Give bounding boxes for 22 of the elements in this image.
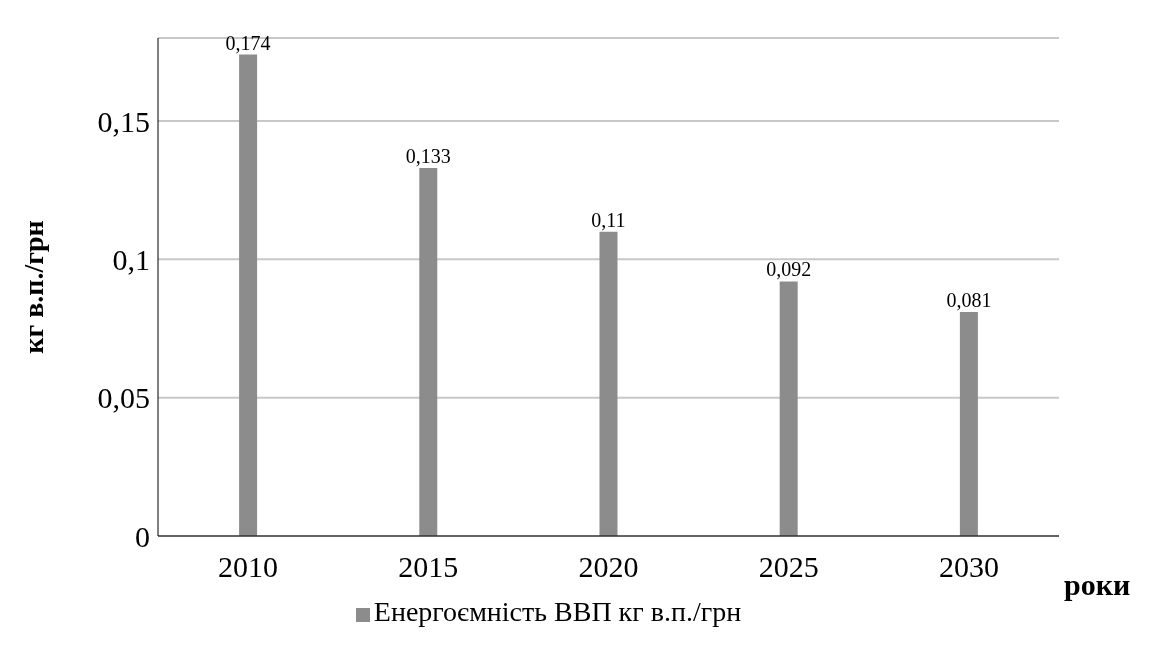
bar bbox=[959, 311, 978, 536]
bar bbox=[779, 281, 798, 536]
x-tick-label: 2010 bbox=[218, 550, 279, 584]
y-tick-label: 0,15 bbox=[97, 104, 150, 138]
data-label: 0,11 bbox=[591, 208, 626, 231]
y-axis-title: кг в.п./грн bbox=[17, 220, 49, 354]
y-tick-label: 0,1 bbox=[112, 242, 150, 276]
data-label: 0,133 bbox=[405, 145, 451, 168]
bar bbox=[599, 231, 618, 536]
x-tick-label: 2015 bbox=[398, 550, 459, 584]
y-tick-label: 0 bbox=[135, 519, 150, 553]
data-label: 0,081 bbox=[946, 288, 992, 311]
y-tick-label: 0,05 bbox=[97, 381, 150, 415]
x-tick-label: 2025 bbox=[758, 550, 819, 584]
legend-label: Енергоємність ВВП кг в.п./грн bbox=[373, 596, 742, 627]
x-tick-label: 2020 bbox=[578, 550, 639, 584]
data-label: 0,174 bbox=[225, 31, 271, 54]
bar bbox=[419, 168, 438, 536]
x-axis-title: роки bbox=[1064, 567, 1131, 601]
x-tick-label: 2030 bbox=[938, 550, 999, 584]
bar bbox=[239, 54, 258, 536]
data-label: 0,092 bbox=[766, 258, 812, 281]
